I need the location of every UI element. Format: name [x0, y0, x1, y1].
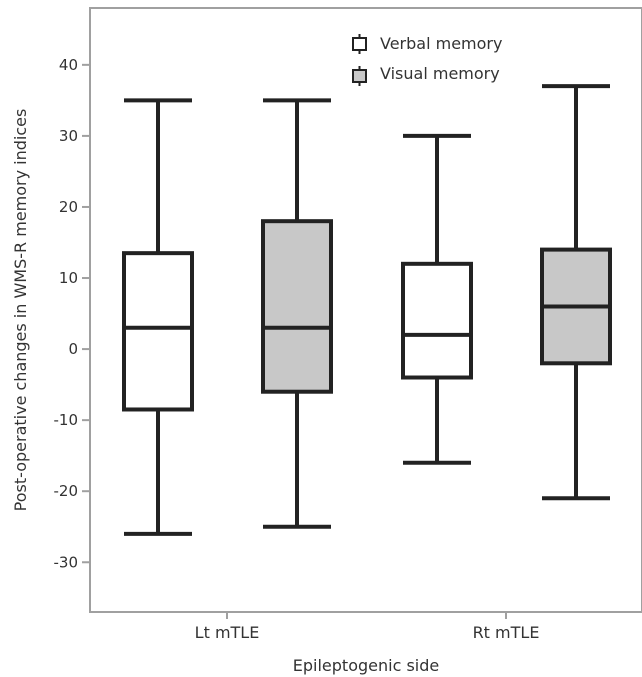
y-tick-label-10: 10: [59, 269, 78, 287]
legend-label-verbal: Verbal memory: [380, 34, 502, 53]
box-verbal-rt-iqr-box: [401, 261, 473, 380]
x-tick-label-1: Rt mTLE: [473, 623, 540, 642]
y-tick-label-30: 30: [59, 127, 78, 145]
legend-swatch-verbal: [352, 37, 367, 51]
box-visual-lt-iqr-box: [261, 219, 333, 394]
x-axis-label: Epileptogenic side: [293, 656, 439, 675]
y-tick-label-20: 20: [59, 198, 78, 216]
box-visual-lt: [261, 98, 333, 529]
y-axis: 40 30 20 10 0 -10 -20 -30: [54, 56, 90, 571]
legend-swatch-visual: [352, 69, 367, 83]
box-verbal-rt: [401, 133, 473, 465]
y-tick-label--10: -10: [54, 411, 79, 429]
box-visual-rt: [540, 84, 612, 501]
y-tick-label-40: 40: [59, 56, 78, 74]
x-axis: Lt mTLE Rt mTLE: [195, 612, 540, 642]
x-tick-label-0: Lt mTLE: [195, 623, 260, 642]
y-tick-label--20: -20: [54, 482, 79, 500]
y-tick-label-0: 0: [68, 340, 78, 358]
y-axis-label: Post-operative changes in WMS-R memory i…: [11, 109, 30, 512]
legend: Verbal memory Visual memory: [352, 34, 502, 86]
box-verbal-lt-iqr-box: [122, 251, 194, 412]
y-tick-label--30: -30: [54, 553, 79, 571]
box-verbal-lt: [122, 98, 194, 536]
plot-frame: [89, 7, 642, 613]
box-series: [122, 84, 612, 536]
legend-label-visual: Visual memory: [380, 64, 500, 83]
